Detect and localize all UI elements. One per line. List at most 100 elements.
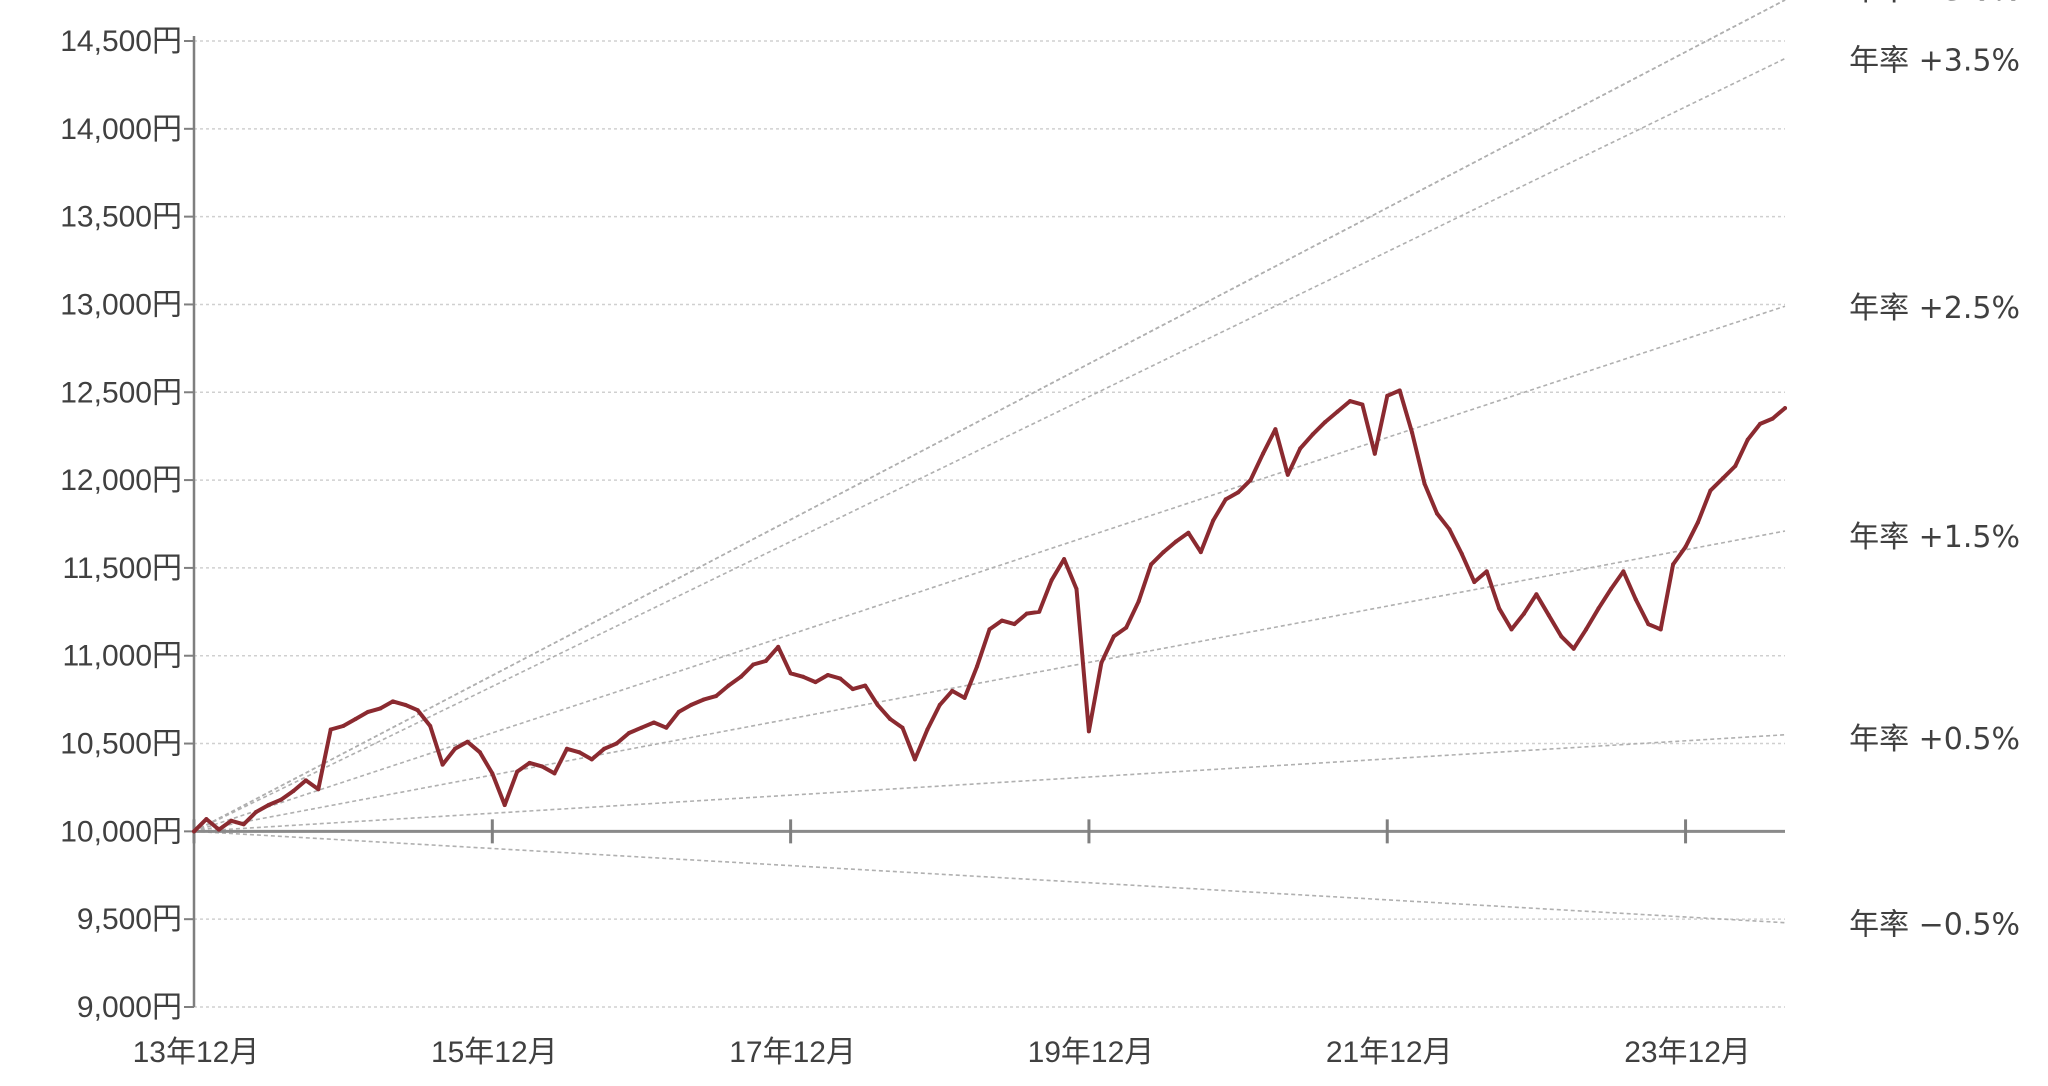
- data-point: [366, 709, 370, 714]
- data-point: [1173, 539, 1178, 544]
- data-point: [1497, 606, 1502, 611]
- data-point: [987, 627, 992, 632]
- y-tick-label: 14,000円: [60, 113, 182, 146]
- data-point: [1248, 478, 1253, 483]
- data-point: [1459, 551, 1464, 556]
- data-point: [1646, 622, 1651, 627]
- data-point: [726, 683, 731, 688]
- data-point: [1012, 622, 1017, 627]
- data-point: [714, 694, 718, 699]
- x-tick-label: 13年12月: [133, 1036, 260, 1069]
- data-point: [1522, 611, 1526, 616]
- gridlines: [194, 40, 1785, 1008]
- data-point: [1484, 569, 1489, 574]
- data-point: [540, 764, 544, 769]
- data-point: [912, 757, 917, 762]
- data-point: [1658, 627, 1663, 632]
- data-point: [763, 659, 768, 663]
- data-point: [689, 702, 694, 707]
- data-point: [316, 787, 321, 792]
- data-point: [192, 829, 196, 834]
- data-point: [279, 797, 283, 802]
- data-point: [1310, 432, 1315, 437]
- x-tick-label: 19年12月: [1028, 1036, 1155, 1069]
- data-point: [1136, 599, 1141, 604]
- rate-label: 年率 −0.5%: [1849, 908, 2020, 943]
- data-point: [614, 741, 619, 746]
- rate-label: 年率 +1.0%: [1849, 0, 2020, 8]
- data-point: [738, 674, 743, 679]
- data-point: [1472, 580, 1477, 584]
- data-point: [1348, 399, 1352, 404]
- reference-line: [193, 57, 1786, 833]
- data-point: [1671, 562, 1676, 567]
- data-point: [1397, 388, 1402, 393]
- series-line: [192, 388, 1787, 834]
- data-point: [552, 771, 557, 776]
- rate-label: 年率 +0.5%: [1849, 722, 2020, 757]
- data-point: [975, 664, 980, 669]
- rate-label: 年率 +2.5%: [1849, 291, 2020, 326]
- reference-line: [193, 0, 1786, 833]
- data-point: [1211, 518, 1216, 523]
- data-point: [999, 618, 1004, 623]
- data-point: [1086, 729, 1091, 734]
- x-tick-label: 23年12月: [1624, 1036, 1751, 1069]
- data-point: [875, 702, 880, 707]
- data-point: [1024, 611, 1029, 616]
- rate-label: 年率 +2.0%: [1849, 0, 2020, 8]
- data-point: [1273, 427, 1278, 432]
- data-point: [751, 662, 756, 667]
- data-point: [291, 789, 296, 793]
- data-point: [1584, 627, 1589, 632]
- data-point: [490, 771, 495, 776]
- data-point: [1161, 550, 1166, 555]
- data-point: [1708, 488, 1713, 493]
- data-point: [1261, 451, 1265, 456]
- y-tick-label: 14,500円: [60, 25, 182, 58]
- data-point: [502, 803, 507, 807]
- data-point: [1435, 511, 1439, 516]
- y-tick-label: 11,500円: [62, 552, 182, 585]
- data-point: [1385, 393, 1390, 398]
- data-point: [341, 724, 346, 728]
- y-tick-label: 11,000円: [62, 640, 182, 673]
- reference-lines: [193, 0, 1786, 924]
- x-tick-label: 15年12月: [431, 1036, 558, 1069]
- data-point: [328, 727, 333, 732]
- reference-line: [193, 733, 1786, 833]
- data-point: [627, 731, 631, 735]
- data-point: [1720, 476, 1725, 481]
- y-tick-labels: 9,000円 9,500円 10,000円 10,500円 11,000円 11,500円…: [60, 25, 182, 1024]
- reference-line: [193, 830, 1786, 924]
- data-point: [925, 727, 930, 732]
- rate-labels: 年率 +3.5% 年率 +3.0% 年率 +2.5% 年率 +2.0% 年率 +1.5%…: [1849, 0, 2020, 943]
- data-point: [1783, 406, 1787, 411]
- y-tick-label: 9,500円: [77, 903, 182, 936]
- axes: [184, 36, 1785, 1008]
- data-point: [676, 709, 681, 714]
- x-tick-labels: 13年12月 15年12月 17年12月 19年12月 21年12月 23年12月: [133, 1036, 1751, 1069]
- reference-line: [193, 530, 1786, 833]
- data-point: [453, 746, 457, 751]
- data-point: [701, 697, 706, 702]
- data-point: [850, 687, 855, 692]
- data-point: [1621, 569, 1626, 574]
- data-point: [1074, 587, 1079, 591]
- data-point: [962, 695, 967, 700]
- rate-label: 年率 +1.5%: [1849, 520, 2020, 555]
- data-point: [1571, 646, 1576, 651]
- data-point: [1534, 592, 1539, 597]
- y-tick-label: 9,000円: [77, 991, 182, 1024]
- data-point: [801, 674, 806, 679]
- data-point: [1770, 416, 1775, 421]
- data-point: [1124, 625, 1129, 630]
- data-point: [254, 810, 259, 814]
- reference-line: [193, 305, 1786, 833]
- data-point: [1198, 550, 1203, 555]
- data-point: [639, 725, 644, 730]
- data-point: [241, 822, 246, 827]
- series-layer: [192, 388, 1787, 834]
- data-point: [390, 699, 395, 704]
- data-point: [1037, 609, 1042, 614]
